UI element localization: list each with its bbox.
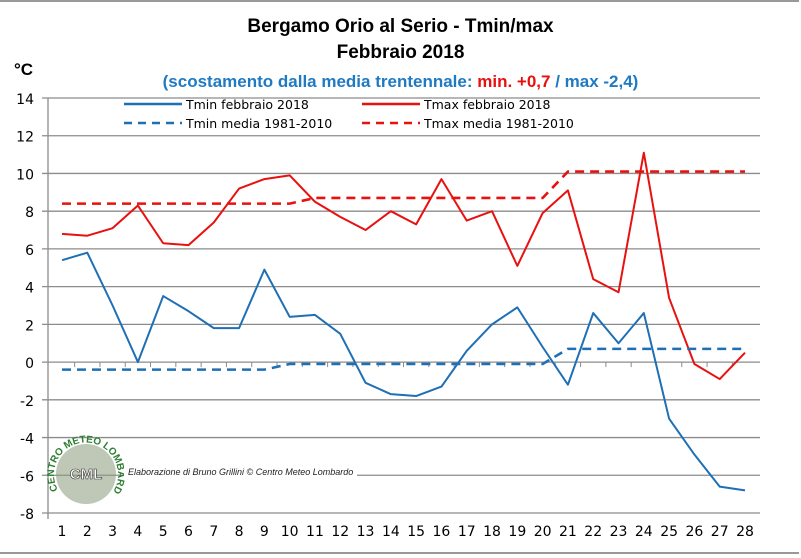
y-tick-label: -4	[20, 432, 34, 448]
chart-annotation: (scostamento dalla media trentennale: mi…	[110, 72, 691, 92]
annotation-highlight: min. +0,7	[477, 72, 551, 91]
y-tick-label: 0	[25, 356, 34, 372]
x-tick-label: 1	[58, 524, 67, 540]
x-tick-label: 21	[559, 524, 577, 540]
y-tick-label: 8	[25, 205, 34, 221]
legend-label: Tmax media 1981-2010	[423, 116, 574, 131]
y-tick-label: 14	[16, 92, 34, 108]
x-tick-label: 26	[685, 524, 703, 540]
y-tick-label: -6	[20, 469, 34, 485]
x-tick-label: 12	[331, 524, 349, 540]
x-tick-label: 9	[260, 524, 269, 540]
x-tick-label: 27	[711, 524, 729, 540]
x-tick-label: 18	[483, 524, 501, 540]
y-tick-label: 2	[25, 318, 34, 334]
x-tick-label: 14	[382, 524, 400, 540]
y-tick-label: 4	[25, 281, 34, 297]
x-tick-label: 15	[407, 524, 425, 540]
annotation-suffix: / max -2,4)	[550, 72, 639, 91]
credit-text: Elaborazione di Bruno Grillini © Centro …	[124, 467, 358, 477]
x-tick-label: 8	[235, 524, 244, 540]
x-tick-label: 25	[660, 524, 678, 540]
x-tick-label: 11	[306, 524, 324, 540]
x-tick-label: 28	[736, 524, 754, 540]
x-tick-label: 7	[209, 524, 218, 540]
series-line-3	[62, 347, 745, 371]
x-tick-label: 23	[610, 524, 628, 540]
series-line-1	[61, 251, 746, 492]
x-tick-label: 22	[584, 524, 602, 540]
series-line-2	[61, 151, 746, 381]
legend-label: Tmin media 1981-2010	[185, 116, 332, 131]
chart-title: Bergamo Orio al Serio - Tmin/max	[247, 16, 554, 37]
annotation-prefix: (scostamento dalla media trentennale:	[162, 72, 478, 91]
y-tick-label: -8	[20, 507, 34, 523]
x-tick-label: 16	[433, 524, 451, 540]
series-line-4	[62, 170, 745, 205]
x-tick-label: 5	[159, 524, 168, 540]
y-tick-label: 6	[25, 243, 34, 259]
y-tick-label: 12	[16, 130, 34, 146]
y-tick-label: -2	[20, 394, 34, 410]
x-tick-label: 24	[635, 524, 653, 540]
x-tick-label: 17	[458, 524, 476, 540]
y-tick-label: 10	[16, 167, 34, 183]
x-tick-label: 19	[508, 524, 526, 540]
legend-label: Tmax febbraio 2018	[423, 97, 551, 112]
chart-subtitle: Febbraio 2018	[336, 42, 465, 63]
x-tick-label: 10	[281, 524, 299, 540]
x-tick-label: 13	[357, 524, 375, 540]
y-axis-label: °C	[14, 60, 34, 79]
x-tick-label: 6	[184, 524, 193, 540]
x-tick-label: 20	[534, 524, 552, 540]
legend-label: Tmin febbraio 2018	[185, 97, 309, 112]
x-tick-label: 2	[83, 524, 92, 540]
x-tick-label: 4	[133, 524, 142, 540]
x-tick-label: 3	[108, 524, 117, 540]
